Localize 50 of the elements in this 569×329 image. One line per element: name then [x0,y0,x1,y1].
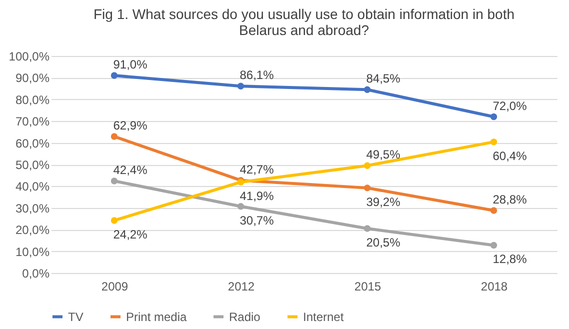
point [110,133,118,140]
legend-label: Radio [229,310,261,324]
point [237,82,244,90]
y-tick-label: 20,0% [15,223,50,238]
data-label: 49,5% [366,148,401,162]
y-tick-label: 80,0% [15,92,50,107]
data-label: 12,8% [492,252,528,266]
data-label: 28,8% [492,192,528,207]
point [490,113,498,120]
y-tick-label: 0,0% [22,266,50,280]
data-label: 30,7% [240,213,274,228]
data-label: 20,5% [366,236,401,250]
legend-label: Internet [303,310,344,324]
y-tick-label: 90,0% [15,71,50,86]
point [364,86,371,93]
point [237,203,244,210]
point [364,184,371,192]
point [110,72,118,79]
x-tick-label: 2015 [354,280,382,294]
data-label: 39,2% [366,194,401,209]
data-label: 84,5% [366,72,401,86]
data-label: 86,1% [240,68,274,82]
data-label: 42,7% [240,162,274,176]
point [364,225,371,232]
data-label: 62,9% [113,118,148,133]
data-label: 60,4% [492,148,528,163]
y-tick-label: 10,0% [15,244,50,259]
y-tick-label: 40,0% [15,180,50,194]
data-label: 42,4% [113,162,148,177]
legend-label: TV [68,310,84,324]
y-tick-label: 60,0% [15,136,50,150]
y-tick-label: 70,0% [15,114,50,129]
point [110,178,118,184]
point [364,162,371,169]
point [490,138,498,146]
data-label: 91,0% [113,58,148,72]
y-tick-label: 50,0% [15,158,50,172]
x-tick-label: 2009 [101,280,128,294]
point [490,207,498,214]
point [490,242,498,249]
x-tick-label: 2012 [228,280,255,294]
data-label: 72,0% [492,98,528,113]
point [110,217,118,224]
data-label: 41,9% [240,189,274,204]
data-label: 24,2% [113,227,148,242]
y-tick-label: 100,0% [8,50,50,64]
y-tick-label: 30,0% [15,201,50,216]
chart-title: Fig 1. What sources do you usually use to obtain information in both Belarus and abroad? [93,6,515,38]
legend-label: Print media [126,310,188,324]
x-tick-label: 2018 [480,280,508,294]
